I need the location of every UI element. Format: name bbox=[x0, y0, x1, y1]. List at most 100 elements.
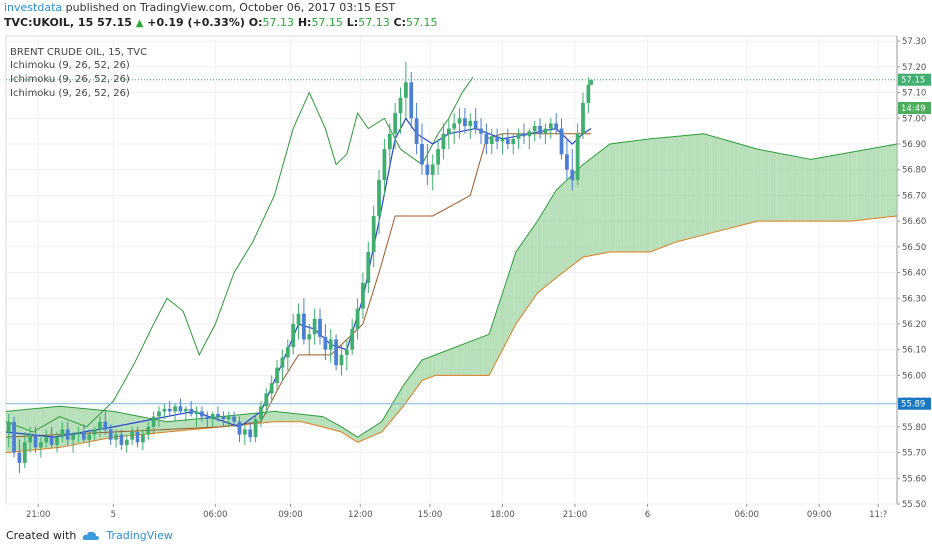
y-tick-label: 56.60 bbox=[902, 217, 926, 227]
cloud-bull bbox=[717, 137, 720, 232]
candle-body bbox=[446, 128, 451, 134]
cloud-bull bbox=[752, 147, 755, 223]
x-tick-label: 15:00 bbox=[418, 510, 443, 520]
cloud-bull bbox=[472, 339, 476, 376]
y-tick-label: 55.80 bbox=[902, 423, 926, 433]
cloud-bull bbox=[615, 142, 618, 252]
candle-body bbox=[92, 429, 97, 435]
legend-indicator[interactable]: Ichimoku (9, 26, 52, 26) bbox=[10, 88, 130, 99]
cloud-bull bbox=[370, 426, 374, 437]
cloud-bull bbox=[521, 240, 524, 317]
cloud-bull bbox=[204, 417, 208, 429]
cloud-bull bbox=[583, 162, 586, 258]
cloud-bull bbox=[658, 137, 661, 249]
candle-body bbox=[505, 138, 510, 144]
y-tick-label: 56.00 bbox=[902, 371, 926, 381]
cloud-bull bbox=[832, 155, 836, 222]
cloud-bull bbox=[301, 414, 304, 423]
cloud-bull bbox=[663, 137, 667, 247]
chikou-line bbox=[5, 76, 474, 433]
candle-body bbox=[87, 434, 92, 440]
cloud-bull bbox=[19, 409, 23, 452]
cloud-bull bbox=[132, 415, 135, 436]
cloud-bull bbox=[574, 169, 578, 264]
cloud-bull bbox=[862, 149, 865, 220]
tradingview-link[interactable]: TradingView bbox=[106, 529, 173, 542]
legend-indicator[interactable]: Ichimoku (9, 26, 52, 26) bbox=[10, 74, 130, 85]
published-text: published on TradingView.com, October 06… bbox=[65, 1, 396, 14]
x-tick-label: 12:00 bbox=[348, 510, 373, 520]
cloud-bull bbox=[191, 419, 194, 430]
candle-body bbox=[119, 434, 124, 445]
cloud-bull bbox=[733, 142, 736, 228]
candle-body bbox=[6, 421, 11, 432]
y-tick-label: 56.40 bbox=[902, 269, 926, 279]
cloud-bull bbox=[811, 158, 814, 222]
last-price-tag: 57.15 bbox=[901, 76, 925, 86]
candle-body bbox=[65, 429, 70, 440]
cloud-bull bbox=[285, 412, 288, 422]
cloud-bull bbox=[277, 411, 280, 422]
cloud-bull bbox=[365, 430, 369, 439]
cloud-bull bbox=[679, 135, 683, 242]
cloud-bull bbox=[867, 148, 871, 220]
cloud-bull bbox=[770, 151, 774, 222]
cloud-bull bbox=[126, 414, 130, 436]
legend-indicator[interactable]: Ichimoku (9, 26, 52, 26) bbox=[10, 60, 130, 71]
cloud-bull bbox=[545, 203, 549, 287]
created-with-text: Created with bbox=[6, 529, 77, 542]
cloud-bull bbox=[561, 182, 565, 274]
candle-body bbox=[108, 429, 113, 440]
y-tick-label: 56.20 bbox=[902, 320, 926, 330]
cloud-bull bbox=[572, 172, 575, 266]
cloud-bull bbox=[435, 353, 439, 376]
cloud-bull bbox=[633, 140, 637, 252]
cloud-bull bbox=[684, 135, 688, 240]
y-tick-label: 56.90 bbox=[902, 140, 926, 150]
candle-body bbox=[398, 97, 403, 114]
symbol-label: TVC:UKOIL, 15 bbox=[4, 16, 94, 29]
cloud-bull bbox=[180, 420, 184, 431]
candle-body bbox=[124, 439, 129, 445]
cloud-bull bbox=[824, 156, 828, 222]
author-link[interactable]: investdata bbox=[4, 1, 63, 14]
cloud-bull bbox=[768, 151, 771, 222]
cloud-bull bbox=[813, 158, 817, 222]
cloud-bull bbox=[290, 413, 294, 422]
candle-body bbox=[269, 383, 274, 394]
cloud-bull bbox=[580, 164, 584, 260]
cloud-bull bbox=[515, 248, 519, 324]
cloud-bull bbox=[271, 411, 275, 422]
cloud-bull bbox=[894, 144, 897, 217]
y-tick-label: 57.00 bbox=[902, 114, 926, 124]
candle-body bbox=[500, 138, 505, 142]
cloud-bull bbox=[666, 137, 669, 246]
candle-body bbox=[355, 308, 360, 330]
candle-body bbox=[157, 411, 161, 417]
cloud-bull bbox=[494, 309, 498, 366]
price-chart[interactable]: 57.30 57.20 57.10 57.00 56.90 56.80 56.70 56.60… bbox=[0, 34, 932, 524]
cloud-bull bbox=[373, 425, 377, 436]
cloud-bull bbox=[419, 360, 422, 385]
cloud-bull bbox=[690, 134, 694, 239]
close-value: 57.15 bbox=[406, 16, 438, 29]
candle-body bbox=[60, 429, 65, 438]
cloud-bull bbox=[529, 228, 533, 305]
ohlc-line: TVC:UKOIL, 15 57.15 ▲ +0.19 (+0.33%) O:5… bbox=[4, 16, 438, 31]
cloud-bull bbox=[534, 221, 538, 297]
cloud-bull bbox=[185, 419, 189, 431]
cloud-bull bbox=[451, 347, 455, 376]
cloud-bull bbox=[837, 154, 841, 222]
cloud-bull bbox=[848, 152, 852, 222]
cloud-bull bbox=[247, 413, 251, 425]
cloud-bull bbox=[741, 144, 745, 226]
candle-body bbox=[589, 79, 593, 85]
cloud-bull bbox=[859, 150, 863, 221]
cloud-bull bbox=[322, 416, 326, 428]
cloud-bull bbox=[650, 138, 653, 252]
cloud-bull bbox=[446, 349, 449, 376]
cloud-bull bbox=[652, 138, 656, 251]
cloud-bull bbox=[607, 144, 610, 253]
x-tick-label: 21:00 bbox=[563, 510, 588, 520]
cloud-bull bbox=[840, 153, 844, 222]
